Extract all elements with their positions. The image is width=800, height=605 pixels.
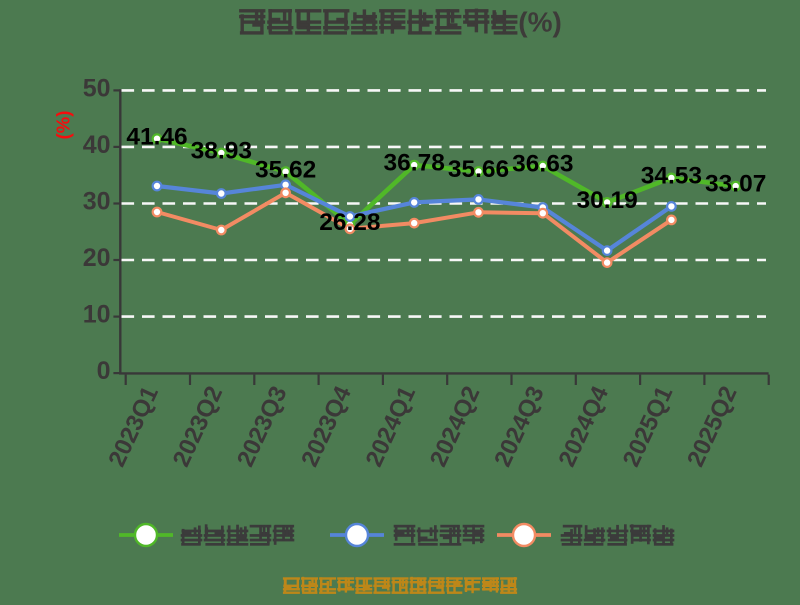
svg-text:35.62: 35.62	[255, 156, 316, 183]
svg-text:30: 30	[83, 188, 111, 216]
svg-text:(%): (%)	[53, 111, 74, 140]
svg-text:40: 40	[83, 131, 111, 159]
svg-text:41.46: 41.46	[126, 123, 187, 150]
svg-text:10: 10	[83, 301, 111, 329]
svg-text:38.93: 38.93	[191, 138, 252, 165]
svg-text:50: 50	[83, 74, 111, 102]
svg-text:36.63: 36.63	[512, 151, 573, 178]
svg-text:36.78: 36.78	[384, 150, 445, 177]
svg-text:26.28: 26.28	[319, 209, 380, 236]
svg-text:33.07: 33.07	[705, 171, 766, 198]
svg-text:35.66: 35.66	[448, 156, 509, 183]
svg-text:30.19: 30.19	[576, 187, 637, 214]
svg-text:0: 0	[97, 357, 111, 385]
svg-text:20: 20	[83, 244, 111, 272]
svg-text:(%): (%)	[518, 7, 562, 38]
svg-text:34.53: 34.53	[641, 163, 702, 190]
